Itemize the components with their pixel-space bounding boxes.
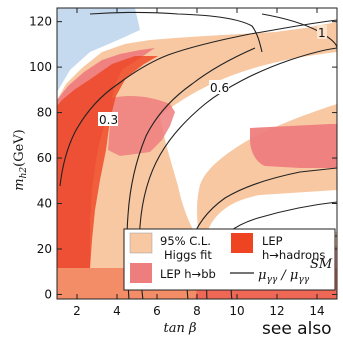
legend-label-higgs-fit-2: Higgs fit xyxy=(164,248,212,262)
region-lep-hadrons xyxy=(57,56,158,268)
region-lep-hbb-right xyxy=(250,124,337,168)
x-tick-label: 6 xyxy=(153,304,161,318)
legend-box xyxy=(123,228,336,291)
x-tick-label: 12 xyxy=(269,304,284,318)
legend-swatch-higgs-fit xyxy=(129,232,153,254)
contour-labels: 0.3 0.6 1 xyxy=(98,25,327,127)
contour-0.6-left xyxy=(89,11,263,53)
region-lep-hbb-mid xyxy=(108,96,175,156)
x-tick-label: 4 xyxy=(113,304,121,318)
legend-label-lep-hadrons-2: h→hadrons xyxy=(262,248,325,262)
legend-swatch-lep-hbb xyxy=(130,263,152,283)
legend-label-ratio-sm: SM xyxy=(310,257,333,272)
x-tick-label: 10 xyxy=(229,304,244,318)
region-allowed-gap xyxy=(160,52,337,240)
region-blue-corner xyxy=(57,8,140,92)
x-tick-label: 8 xyxy=(193,304,201,318)
legend-label-lep-hadrons-1: LEP xyxy=(262,234,283,248)
y-tick-label: 120 xyxy=(29,15,52,29)
y-axis-label: mh2(GeV) xyxy=(12,129,29,190)
region-gap-lower xyxy=(205,190,337,240)
see-also-note: see also xyxy=(262,319,332,337)
legend: 95% C.L. Higgs fit LEP h→hadrons LEP h→b… xyxy=(123,228,336,291)
y-tick-label: 0 xyxy=(44,287,52,301)
y-axis: 0 20 40 60 80 100 120 xyxy=(29,15,337,301)
x-tick-label: 2 xyxy=(73,304,81,318)
legend-swatch-lep-hadrons xyxy=(231,233,253,253)
contour-label-0.6: 0.6 xyxy=(210,81,229,95)
y-tick-label: 20 xyxy=(37,242,52,256)
y-tick-label: 40 xyxy=(37,197,52,211)
legend-label-lep-hbb: LEP h→bb xyxy=(160,267,216,281)
y-tick-label: 60 xyxy=(37,151,52,165)
svg-text:mh2(GeV): mh2(GeV) xyxy=(12,129,29,190)
x-axis-label: tan β xyxy=(164,321,197,336)
x-axis: 2 4 6 8 10 12 14 xyxy=(73,8,325,318)
x-tick-label: 14 xyxy=(309,304,324,318)
contour-label-0.3: 0.3 xyxy=(99,113,118,127)
contour-0.3 xyxy=(59,19,337,187)
legend-label-higgs-fit-1: 95% C.L. xyxy=(160,234,211,248)
y-tick-label: 80 xyxy=(37,106,52,120)
contour-label-1: 1 xyxy=(318,26,326,40)
y-tick-label: 100 xyxy=(29,60,52,74)
